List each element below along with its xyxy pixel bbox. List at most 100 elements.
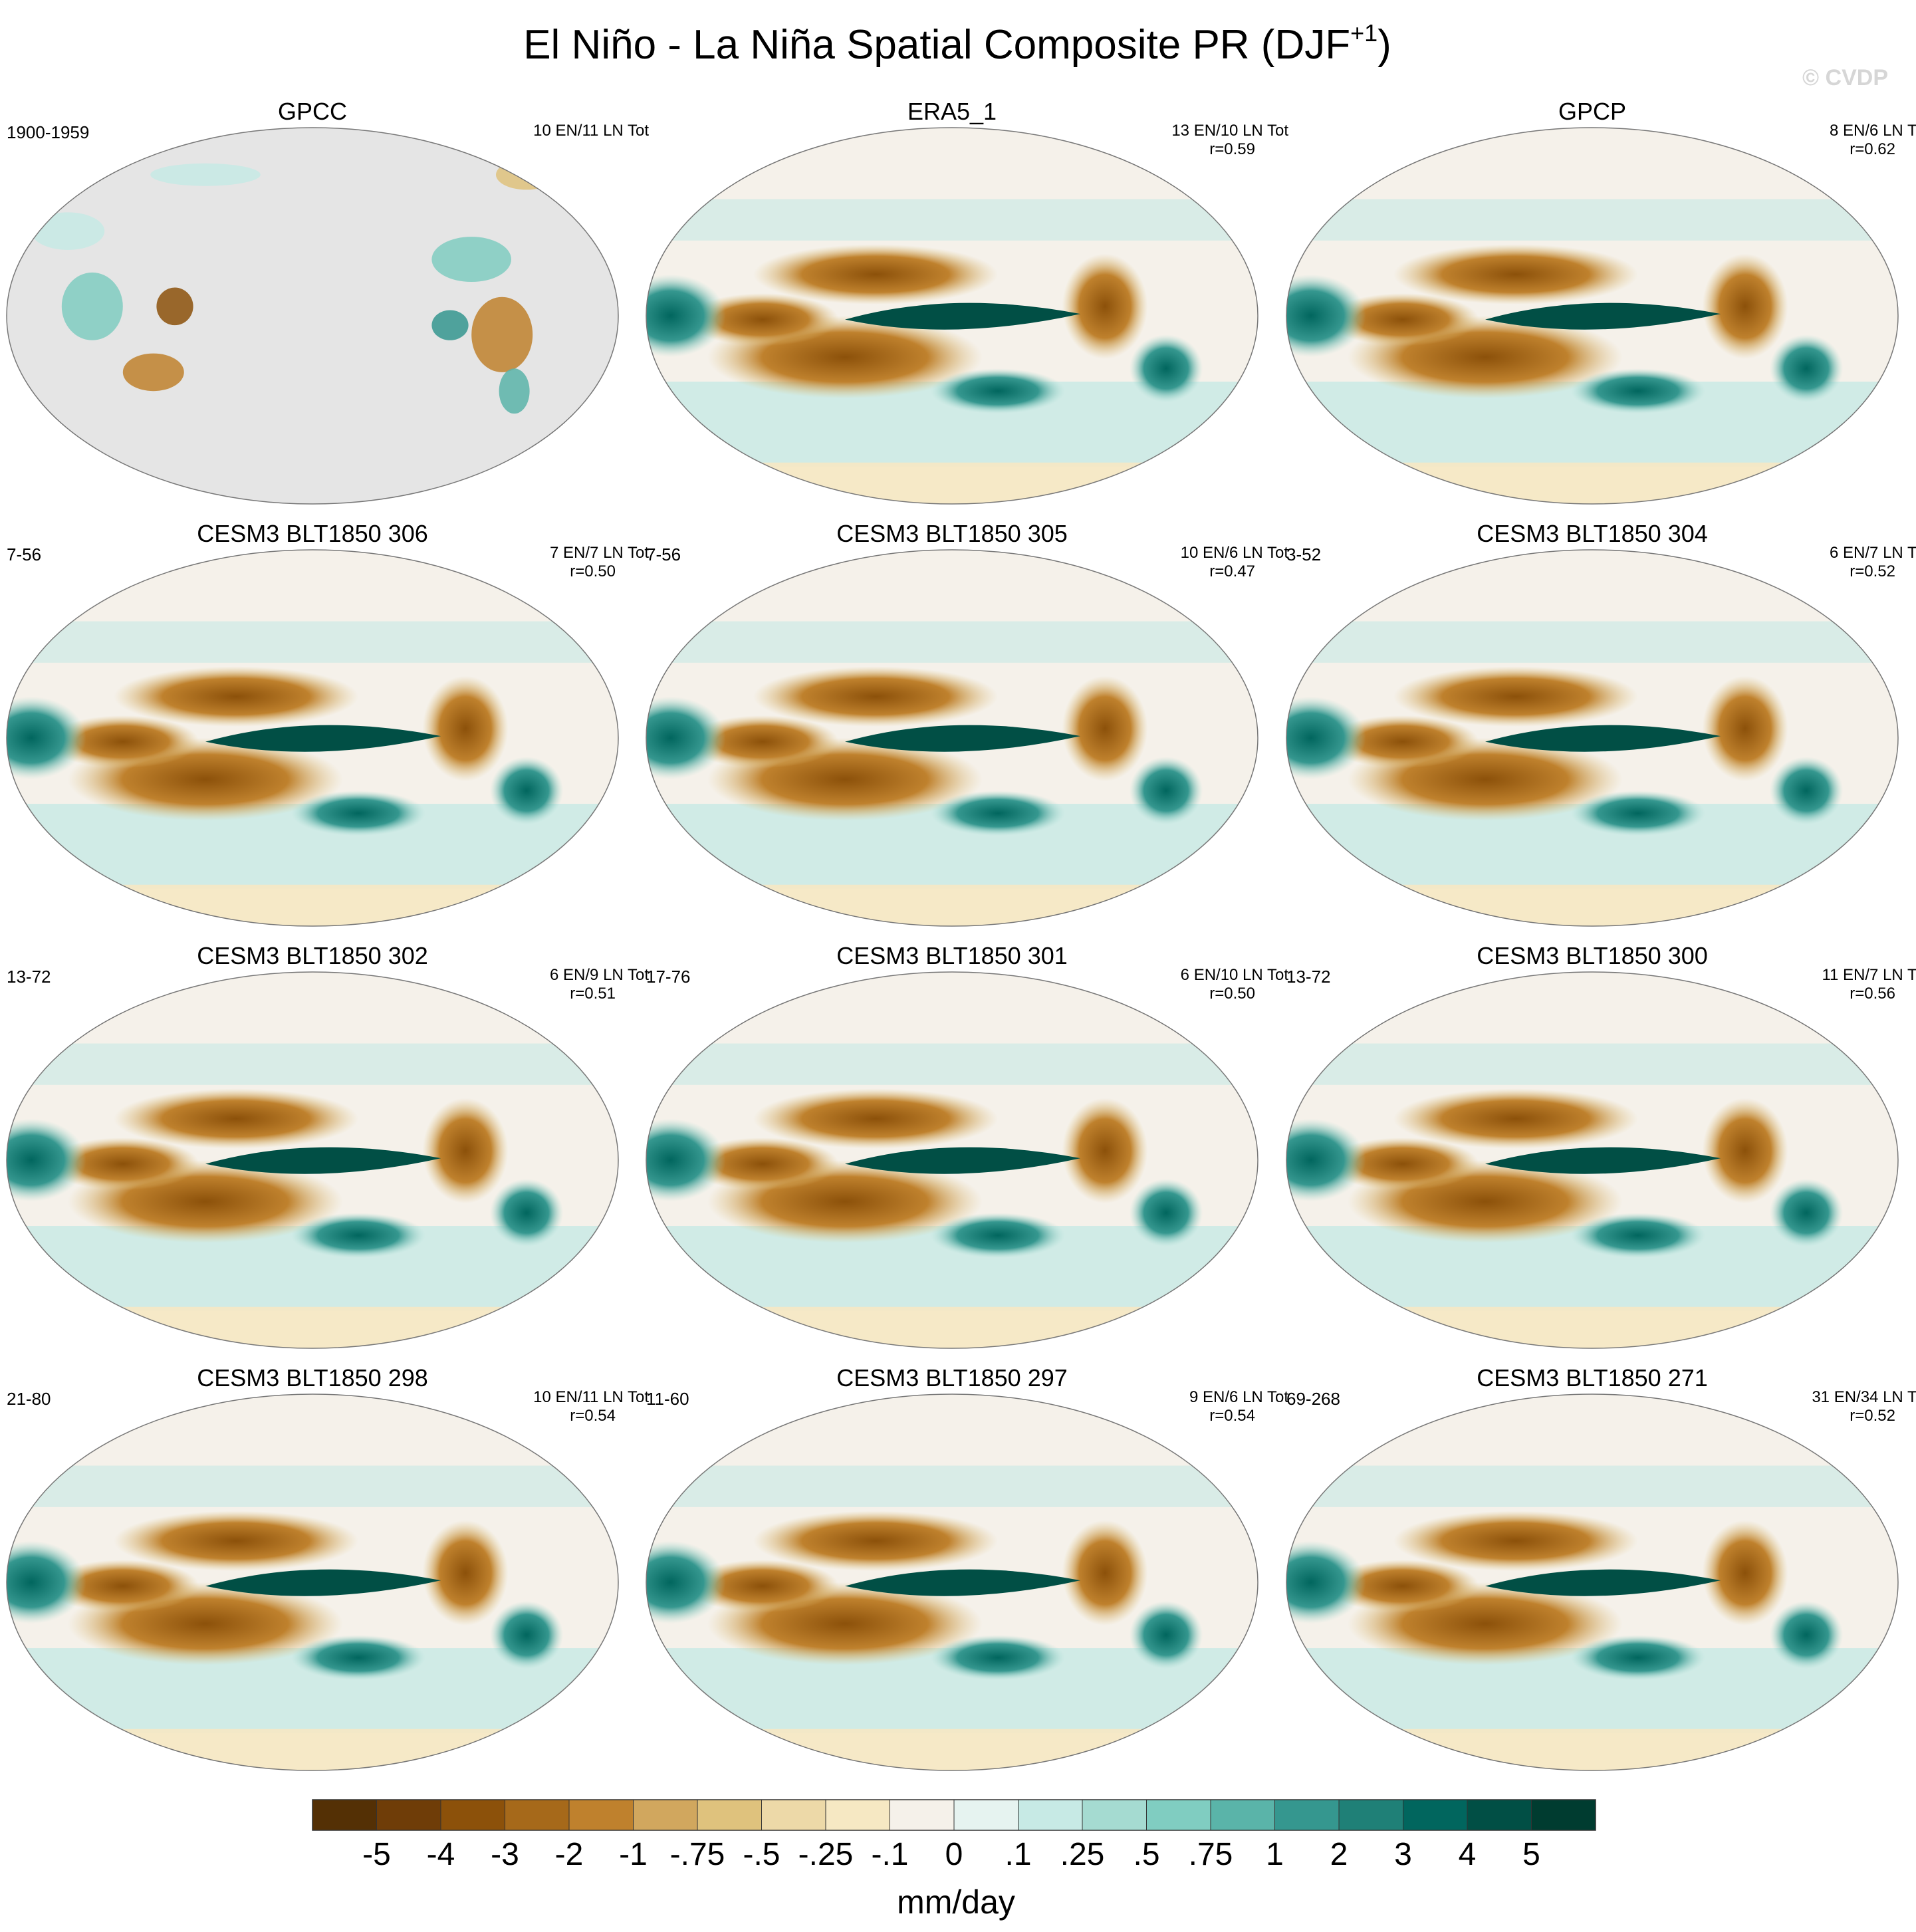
colorbar-tick-label: 1 <box>1266 1837 1284 1872</box>
northern-wet-band <box>1286 1043 1898 1085</box>
indian-ocean-wet <box>646 274 726 358</box>
colorbar-tick-label: -5 <box>362 1837 391 1872</box>
polar-dry-band <box>1286 884 1898 926</box>
indian-ocean-wet <box>646 1540 726 1624</box>
panel-correlation: r=0.56 <box>1850 985 1895 1003</box>
north-dry-lobe <box>753 666 998 727</box>
figure-title-close: ) <box>1377 22 1391 68</box>
anomaly-patch <box>156 287 193 326</box>
colorbar-swatch <box>697 1800 762 1830</box>
map-panel: CESM3 BLT1850 297 11-60 9 EN/6 LN Totr=0.5… <box>646 1364 1288 1771</box>
map-outline <box>646 549 1258 927</box>
anomaly-patch <box>431 310 469 340</box>
polar-dry-band <box>1286 462 1898 504</box>
colorbar-tick-label: .25 <box>1060 1837 1105 1872</box>
panel-title: CESM3 BLT1850 304 <box>1477 520 1708 547</box>
spcz-wet <box>930 1635 1066 1681</box>
indian-ocean-wet <box>7 1118 86 1202</box>
equatorial-pacific-wet <box>1485 1147 1721 1174</box>
south-atlantic-wet <box>489 757 564 825</box>
panel-title: CESM3 BLT1850 306 <box>197 520 428 547</box>
map-outline <box>1286 1393 1899 1771</box>
amazon-dry-patch <box>422 1098 509 1204</box>
panel-years: 13-72 <box>1286 967 1331 987</box>
south-atlantic-wet <box>1129 334 1203 403</box>
panel-title: CESM3 BLT1850 297 <box>836 1364 1068 1391</box>
northern-wet-band <box>646 621 1258 663</box>
equatorial-pacific-wet <box>205 1147 441 1174</box>
panel-event-counts: 11 EN/7 LN Tot <box>1822 966 1916 984</box>
map-outline <box>1286 549 1899 927</box>
panel-correlation: r=0.54 <box>570 1407 616 1425</box>
colorbar-swatch <box>569 1800 634 1830</box>
amazon-dry-patch <box>1702 675 1788 782</box>
panel-correlation: r=0.52 <box>1850 562 1895 580</box>
panel-title: GPCP <box>1558 98 1626 125</box>
anomaly-patch <box>431 237 511 283</box>
equatorial-pacific-wet <box>205 725 441 752</box>
northern-wet-band <box>646 1043 1258 1085</box>
colorbar-tick-label: .1 <box>1005 1837 1031 1872</box>
equatorial-pacific-wet <box>1485 725 1721 752</box>
map-outline <box>646 971 1258 1349</box>
indian-ocean-wet <box>646 696 726 780</box>
spcz-wet <box>1570 1635 1706 1681</box>
panel-event-counts: 13 EN/10 LN Tot <box>1171 122 1288 140</box>
equatorial-pacific-wet <box>1485 1569 1721 1596</box>
panel-title: ERA5_1 <box>907 98 997 125</box>
map-outline <box>1286 971 1899 1349</box>
colorbar-swatch <box>633 1800 698 1830</box>
panel-event-counts: 10 EN/11 LN Tot <box>533 1388 649 1406</box>
north-dry-lobe <box>114 1088 358 1149</box>
map-panel: CESM3 BLT1850 271 69-268 31 EN/34 LN Totr=… <box>1286 1364 1916 1771</box>
spcz-wet <box>1570 368 1706 414</box>
amazon-dry-patch <box>1702 253 1788 360</box>
map-outline <box>6 971 619 1349</box>
equatorial-pacific-wet <box>845 302 1081 330</box>
indian-ocean-wet <box>646 1118 726 1202</box>
panel-correlation: r=0.52 <box>1850 1407 1895 1425</box>
watermark: © CVDP <box>1802 65 1888 90</box>
spcz-wet <box>291 1635 426 1681</box>
equatorial-pacific-wet <box>1485 302 1721 330</box>
panel-event-counts: 9 EN/6 LN Tot <box>1189 1388 1288 1406</box>
panel-years: 1900-1959 <box>7 122 89 142</box>
amazon-dry-patch <box>422 1520 509 1626</box>
polar-dry-band <box>646 1729 1258 1770</box>
colorbar-swatch <box>376 1800 441 1830</box>
panel-title: CESM3 BLT1850 301 <box>836 942 1068 969</box>
colorbar-tick-label: 5 <box>1522 1837 1540 1872</box>
colorbar-tick-label: -.75 <box>670 1837 725 1872</box>
colorbar-swatch <box>1403 1800 1468 1830</box>
panel-years: 7-56 <box>7 544 41 564</box>
anomaly-patch <box>61 272 123 340</box>
panel-event-counts: 10 EN/11 LN Tot <box>533 122 649 140</box>
colorbar-tick-label: -4 <box>427 1837 455 1872</box>
colorbar-swatch <box>441 1800 505 1830</box>
colorbar-swatch <box>1339 1800 1403 1830</box>
spcz-wet <box>930 368 1066 414</box>
colorbar-tick-label: 0 <box>945 1837 963 1872</box>
north-dry-lobe <box>1393 1088 1638 1149</box>
colorbar-swatch <box>1531 1800 1596 1830</box>
map-panel: CESM3 BLT1850 298 21-80 10 EN/11 LN Totr=0… <box>6 1364 649 1771</box>
panel-event-counts: 6 EN/9 LN Tot <box>550 966 649 984</box>
equatorial-pacific-wet <box>845 1569 1081 1596</box>
colorbar-tick-label: -1 <box>619 1837 648 1872</box>
anomaly-patch <box>499 368 530 414</box>
precip-field <box>1286 621 1898 926</box>
northern-wet-band <box>7 1043 618 1085</box>
south-atlantic-wet <box>489 1601 564 1669</box>
panel-correlation: r=0.62 <box>1850 140 1895 158</box>
polar-dry-band <box>7 1729 618 1770</box>
equatorial-pacific-wet <box>205 1569 441 1596</box>
northern-wet-band <box>7 1465 618 1507</box>
figure-title-superscript: +1 <box>1350 19 1377 47</box>
anomaly-patch <box>471 297 533 372</box>
colorbar-swatch <box>505 1800 570 1830</box>
colorbar-swatch <box>954 1800 1018 1830</box>
map-panels: GPCC 1900-1959 10 EN/11 LN Tot ERA5_1 13 EN/… <box>6 98 1916 1771</box>
precip-field <box>646 1465 1258 1770</box>
polar-dry-band <box>646 462 1258 504</box>
